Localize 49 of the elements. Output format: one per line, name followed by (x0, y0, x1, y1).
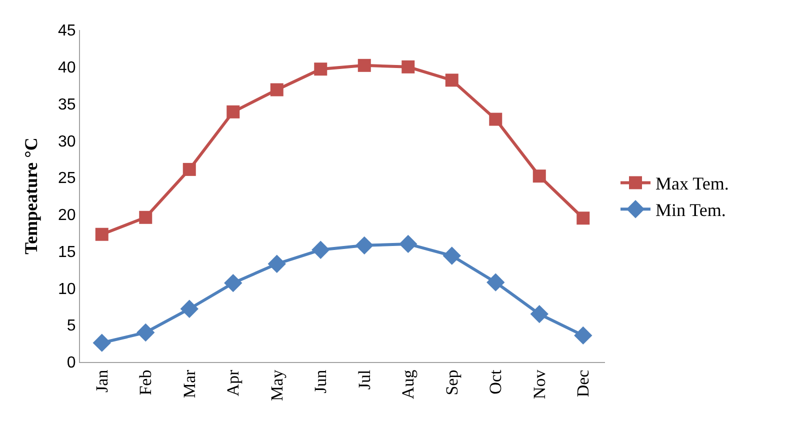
x-tick-label: Dec (574, 369, 593, 398)
legend-label: Min Tem. (656, 200, 726, 220)
x-tick-label: Mar (180, 369, 199, 398)
point (180, 300, 198, 318)
point (270, 83, 284, 96)
y-tick-label: 35 (58, 96, 76, 114)
point (399, 234, 418, 254)
x-tick-label: Aug (398, 369, 418, 400)
point (182, 162, 196, 176)
point (489, 112, 502, 126)
y-tick-label: 45 (58, 22, 76, 40)
point (530, 304, 548, 324)
point (402, 60, 415, 74)
y-tick-label: 0 (66, 354, 76, 372)
point (139, 210, 152, 224)
legend-label: Max Tem. (656, 174, 729, 194)
x-tick-label: Apr (224, 369, 243, 396)
x-tick-label: Jan (92, 369, 112, 392)
point (532, 170, 546, 183)
y-tick-label: 10 (58, 280, 76, 298)
point (95, 228, 108, 241)
point (312, 240, 330, 259)
point (358, 58, 371, 72)
point (442, 246, 461, 265)
x-tick-label: May (267, 369, 286, 401)
point (136, 323, 155, 342)
point (226, 105, 240, 118)
y-tick-label: 25 (58, 170, 76, 188)
y-tick-label: 30 (58, 133, 76, 150)
x-tick-label: Feb (136, 370, 156, 396)
point (355, 236, 374, 255)
point (92, 334, 111, 352)
x-tick-label: Jun (311, 369, 330, 394)
x-tick-label: Sep (442, 370, 462, 396)
point (574, 326, 592, 345)
x-tick-label: Nov (530, 369, 549, 400)
y-axis-title: Tempeature °C (21, 138, 42, 254)
point (224, 274, 242, 292)
y-tick-label: 40 (58, 59, 76, 76)
x-tick-label: Jul (354, 370, 374, 390)
y-tick-label: 5 (66, 318, 76, 335)
point (486, 273, 505, 292)
point (445, 74, 458, 87)
point (576, 212, 590, 225)
x-tick-label: Oct (486, 370, 506, 394)
y-tick-label: 20 (58, 207, 76, 224)
y-tick-label: 15 (58, 244, 76, 261)
point (314, 62, 328, 76)
point (268, 254, 286, 273)
